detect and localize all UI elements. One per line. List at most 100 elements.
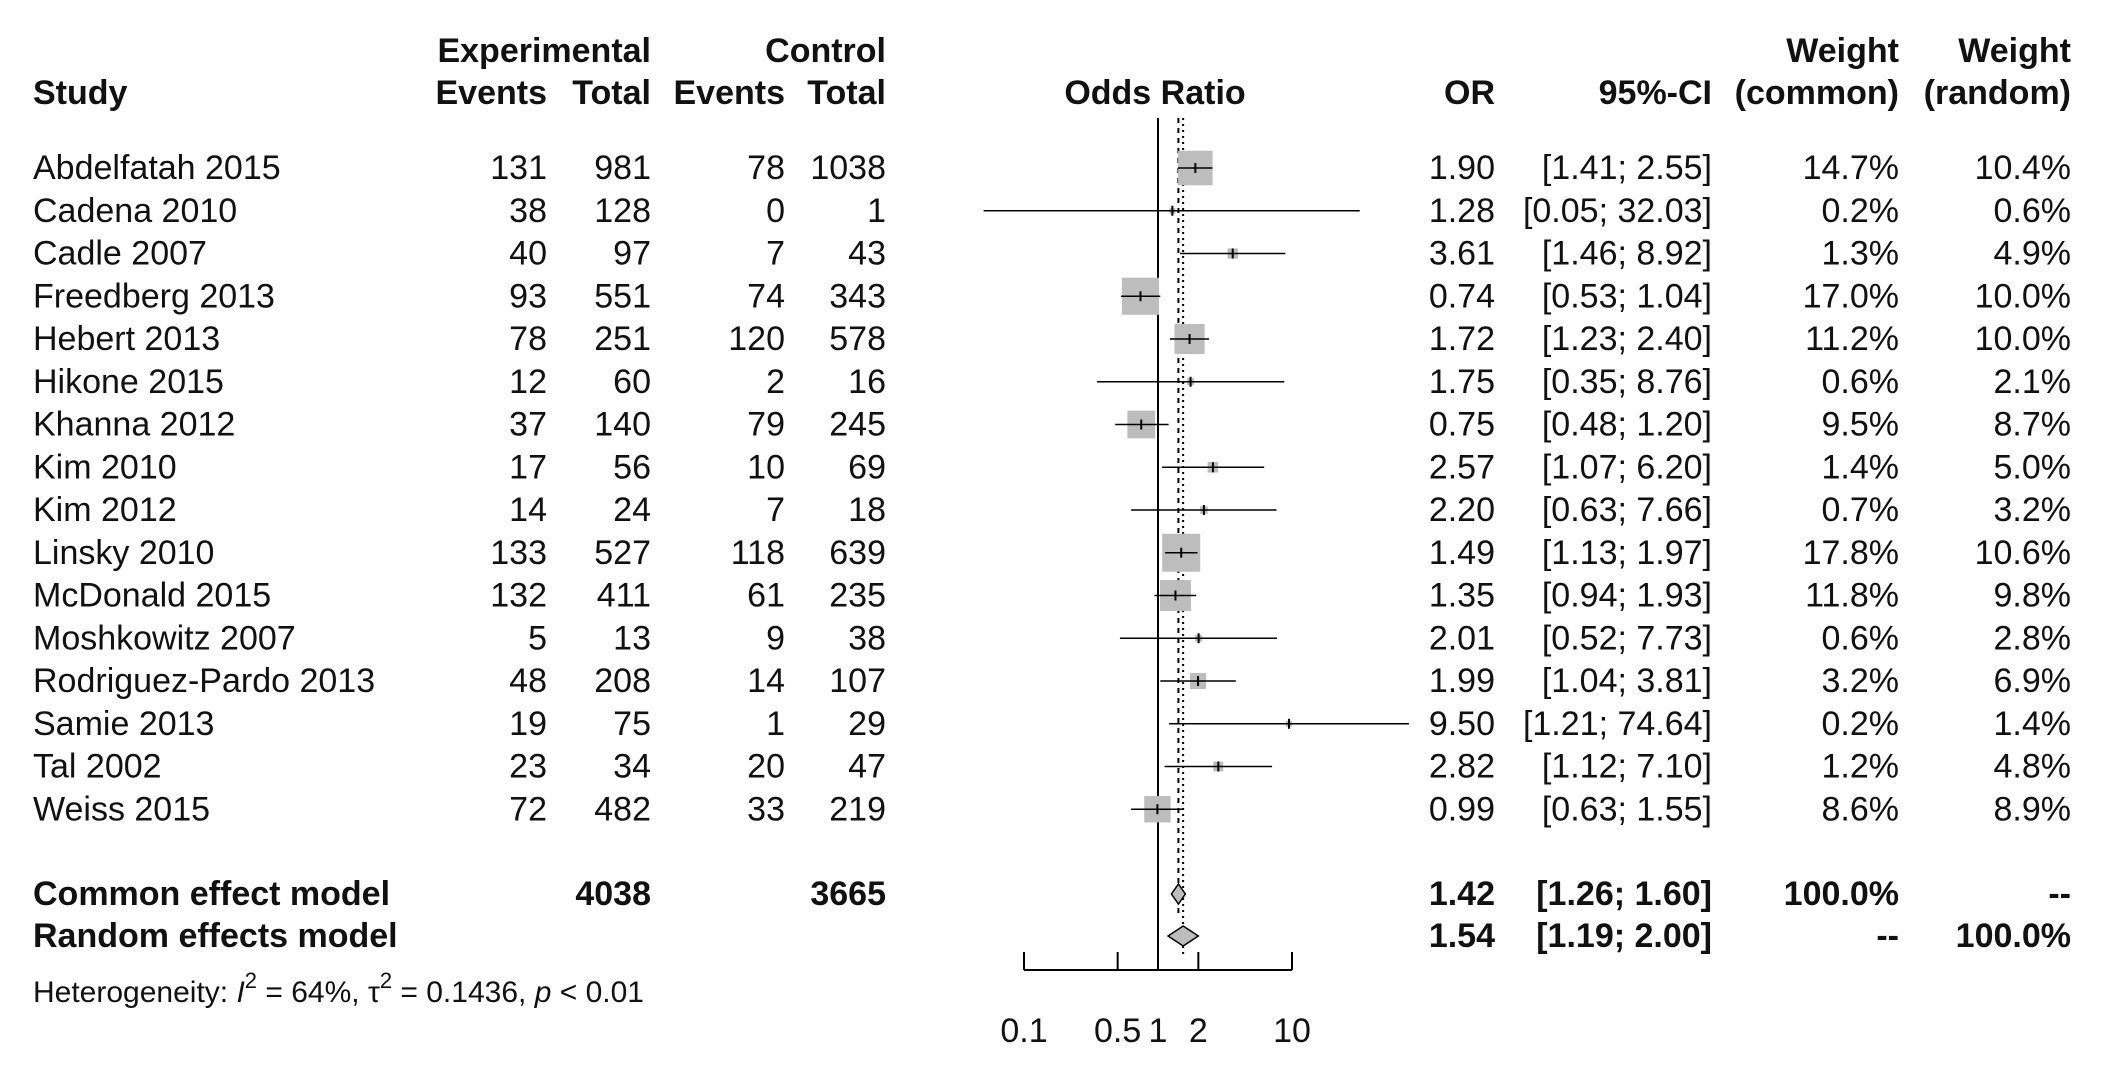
cell-c-total: 16	[848, 363, 886, 401]
cell-study: Linsky 2010	[33, 534, 214, 572]
study-row: Linsky 2010 133 527 118 639 1.49 [1.13; 1.97] 1…	[33, 534, 2071, 572]
cell-w-common: 14.7%	[1803, 149, 1899, 187]
cell-ci: [0.35; 8.76]	[1542, 363, 1712, 401]
cell-c-total: 639	[829, 534, 886, 572]
header-common: (common)	[1735, 74, 1899, 112]
summary-w-common: --	[1876, 917, 1899, 955]
summary-or: 1.42	[1429, 875, 1495, 913]
cell-c-events: 33	[747, 790, 785, 828]
cell-c-events: 79	[747, 406, 785, 444]
cell-ci: [0.05; 32.03]	[1523, 192, 1712, 230]
cell-c-total: 43	[848, 235, 886, 273]
tau-symbol: τ	[368, 976, 380, 1009]
cell-e-total: 251	[594, 320, 651, 358]
cell-or: 2.01	[1429, 619, 1495, 657]
heterogeneity-text: Heterogeneity: I2 = 64%, τ2 = 0.1436, p …	[33, 968, 644, 1009]
header-ci: 95%-CI	[1599, 74, 1712, 112]
cell-study: Freedberg 2013	[33, 277, 275, 315]
cell-e-total: 60	[613, 363, 651, 401]
cell-c-total: 1	[867, 192, 886, 230]
cell-ci: [0.53; 1.04]	[1542, 277, 1712, 315]
p-symbol: p	[534, 976, 552, 1009]
cell-or: 3.61	[1429, 235, 1495, 273]
cell-c-events: 0	[766, 192, 785, 230]
study-row: Hikone 2015 12 60 2 16 1.75 [0.35; 8.76] 0.6% 2.…	[33, 363, 2071, 401]
study-estimate	[1131, 505, 1277, 515]
cell-e-events: 17	[509, 448, 547, 486]
cell-e-events: 132	[490, 577, 547, 615]
cell-ci: [1.46; 8.92]	[1542, 235, 1712, 273]
cell-e-total: 140	[594, 406, 651, 444]
summary-e-total: 4038	[575, 875, 651, 913]
cell-w-common: 8.6%	[1822, 790, 1900, 828]
header-exp-events: Events	[436, 74, 548, 112]
cell-w-common: 11.2%	[1805, 320, 1899, 358]
cell-c-events: 118	[731, 534, 785, 572]
cell-w-random: 1.4%	[1994, 705, 2072, 743]
cell-w-common: 9.5%	[1822, 406, 1900, 444]
header-study: Study	[33, 74, 128, 112]
cell-e-total: 24	[613, 491, 651, 529]
cell-or: 9.50	[1429, 705, 1495, 743]
cell-study: McDonald 2015	[33, 577, 271, 615]
cell-study: Hebert 2013	[33, 320, 220, 358]
cell-w-common: 0.6%	[1822, 619, 1900, 657]
cell-e-events: 48	[509, 662, 547, 700]
plot-area: 0.1 0.5 1 2 10	[983, 118, 1409, 1050]
study-estimate	[1169, 718, 1409, 729]
cell-c-total: 1038	[810, 149, 886, 187]
cell-c-total: 107	[829, 662, 886, 700]
cell-or: 1.35	[1429, 577, 1495, 615]
cell-w-common: 1.4%	[1822, 448, 1900, 486]
cell-or: 2.82	[1429, 748, 1495, 786]
x-tick-label: 2	[1189, 1012, 1208, 1050]
common-effect-diamond	[1170, 882, 1187, 906]
study-estimate	[1115, 410, 1169, 439]
study-row: Cadle 2007 40 97 7 43 3.61 [1.46; 8.92] 1.3% 4.9…	[33, 235, 2071, 273]
cell-w-random: 2.1%	[1994, 363, 2072, 401]
i-squared-value: = 64%,	[257, 976, 368, 1009]
cell-study: Weiss 2015	[33, 790, 210, 828]
cell-or: 2.20	[1429, 491, 1495, 529]
header-ctrl-events: Events	[674, 74, 786, 112]
x-tick-label: 0.5	[1094, 1012, 1141, 1050]
cell-w-common: 11.8%	[1805, 577, 1899, 615]
cell-study: Samie 2013	[33, 705, 214, 743]
cell-c-total: 578	[829, 320, 886, 358]
cell-study: Hikone 2015	[33, 363, 224, 401]
study-estimate	[1096, 376, 1285, 387]
study-row: Kim 2010 17 56 10 69 2.57 [1.07; 6.20] 1.4% 5.0%	[33, 448, 2071, 486]
cell-w-common: 1.2%	[1822, 748, 1900, 786]
cell-w-random: 8.7%	[1994, 406, 2072, 444]
cell-w-random: 2.8%	[1994, 619, 2072, 657]
cell-w-common: 3.2%	[1822, 662, 1900, 700]
summary-ci: [1.26; 1.60]	[1536, 875, 1712, 913]
cell-e-events: 14	[509, 491, 547, 529]
cell-w-common: 17.8%	[1803, 534, 1899, 572]
cell-or: 1.28	[1429, 192, 1495, 230]
cell-c-events: 120	[728, 320, 785, 358]
study-row: Abdelfatah 2015 131 981 78 1038 1.90 [1.41; 2.…	[33, 149, 2071, 187]
cell-study: Cadle 2007	[33, 235, 207, 273]
study-estimate	[983, 205, 1360, 216]
cell-or: 1.99	[1429, 662, 1495, 700]
cell-w-random: 10.0%	[1975, 320, 2071, 358]
cell-or: 0.75	[1429, 406, 1495, 444]
cell-study: Abdelfatah 2015	[33, 149, 281, 187]
study-estimate	[1160, 672, 1236, 690]
cell-or: 2.57	[1429, 448, 1495, 486]
study-estimate	[1121, 277, 1161, 315]
i-squared-symbol: I	[236, 976, 244, 1009]
study-rows: Abdelfatah 2015 131 981 78 1038 1.90 [1.41; 2.…	[33, 149, 2071, 828]
x-tick-label: 1	[1149, 1012, 1168, 1050]
cell-e-total: 56	[613, 448, 651, 486]
study-row: Cadena 2010 38 128 0 1 1.28 [0.05; 32.03] 0.2% 0…	[33, 192, 2071, 230]
study-row: Weiss 2015 72 482 33 219 0.99 [0.63; 1.55] 8.6%…	[33, 790, 2071, 828]
x-tick-label: 0.1	[1000, 1012, 1047, 1050]
i-squared-sup: 2	[245, 968, 257, 993]
cell-e-events: 93	[509, 277, 547, 315]
cell-w-random: 0.6%	[1994, 192, 2072, 230]
summary-w-random: 100.0%	[1956, 917, 2071, 955]
cell-e-total: 208	[594, 662, 651, 700]
